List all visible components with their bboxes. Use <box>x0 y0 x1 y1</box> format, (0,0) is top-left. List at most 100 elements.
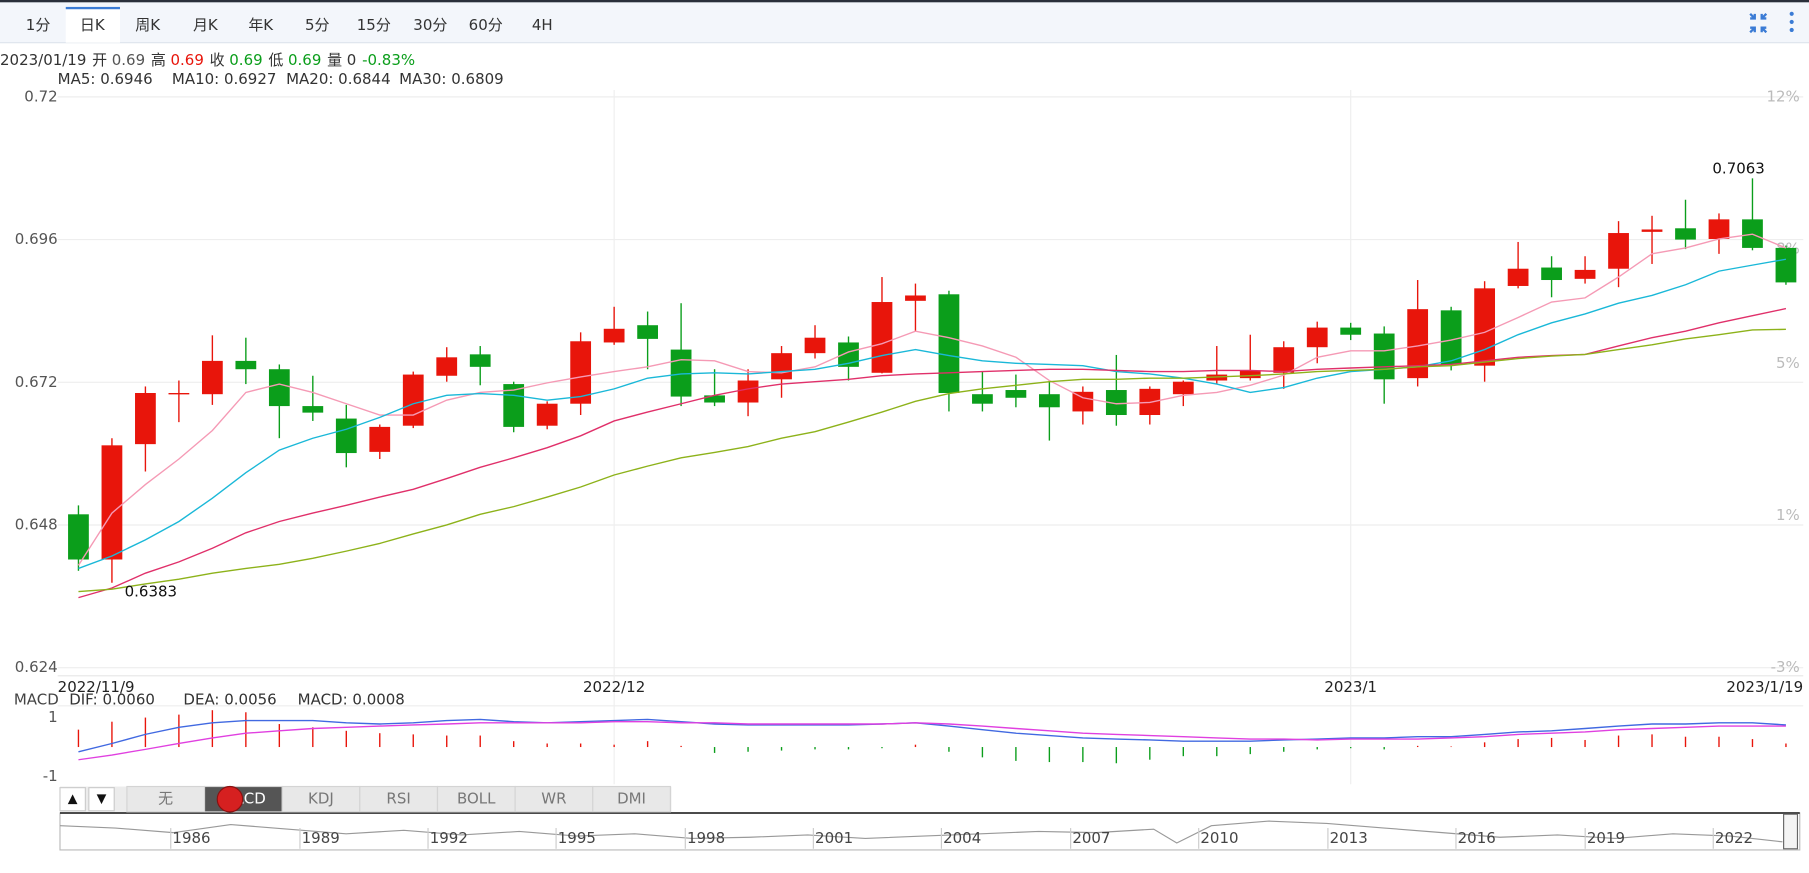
candle-body <box>1172 381 1194 395</box>
menu-icon[interactable] <box>1789 11 1794 33</box>
field-label: 开 <box>92 50 107 68</box>
y2-tick-label: 12% <box>1766 87 1799 105</box>
macd-line <box>78 718 1786 753</box>
timeframe-tab[interactable]: 1分 <box>26 16 51 34</box>
indicator-tab-label[interactable]: DMI <box>617 790 646 808</box>
candle-body <box>1507 268 1529 286</box>
candle-body <box>972 394 993 404</box>
y-tick-label: 0.624 <box>15 658 58 676</box>
indicator-tab[interactable] <box>281 785 361 813</box>
candle-body <box>1641 229 1663 232</box>
arrow-button[interactable] <box>88 787 115 812</box>
candle-body <box>335 418 357 454</box>
candle-body <box>436 357 458 376</box>
timeframe-tab[interactable]: 日K <box>80 16 106 34</box>
candle-body <box>1239 370 1261 379</box>
candle-body <box>1038 394 1060 408</box>
arrow-button[interactable] <box>59 787 86 812</box>
navigator <box>59 812 1801 851</box>
candle-body <box>369 426 391 452</box>
y-tick-label: -1 <box>43 767 58 785</box>
candle-body <box>135 393 156 445</box>
candle-body <box>536 403 558 426</box>
timeframe-tab[interactable]: 周K <box>135 16 161 34</box>
timeframe-tab[interactable]: 5分 <box>305 16 330 34</box>
candle-body <box>235 360 257 370</box>
active-tab-marker <box>65 6 120 10</box>
candle-body <box>804 337 826 354</box>
panel-title: MACD <box>14 691 59 709</box>
year-label: 2019 <box>1587 829 1625 847</box>
ma-line <box>78 258 1787 570</box>
candle-body <box>1708 219 1730 239</box>
y-tick-label: 1 <box>48 708 58 726</box>
timeframe-tab[interactable]: 月K <box>193 16 219 34</box>
candle-body <box>68 514 89 560</box>
timeframe-tab[interactable]: 15分 <box>357 16 391 34</box>
candle-body <box>838 342 859 367</box>
legend-entry: MA5: 0.6946 <box>58 70 153 88</box>
field-value: 0.69 <box>288 50 321 68</box>
indicator-tab[interactable] <box>592 785 671 813</box>
navigator-handle[interactable] <box>1783 813 1799 850</box>
candle-body <box>1407 309 1429 379</box>
legend-entry: DIF: 0.0060 <box>69 691 155 709</box>
year-label: 1986 <box>172 829 210 847</box>
candle-body <box>771 353 792 380</box>
year-label: 2007 <box>1072 829 1110 847</box>
year-label: 1995 <box>558 829 596 847</box>
y-tick-label: 0.648 <box>15 516 58 534</box>
change: -0.83% <box>362 50 415 68</box>
candle-body <box>1273 347 1295 373</box>
arrow-label[interactable]: ▼ <box>97 791 107 806</box>
y2-tick-label: -3% <box>1771 658 1800 676</box>
timeframe-tab[interactable]: 4H <box>532 16 553 34</box>
indicator-tab[interactable] <box>126 785 206 813</box>
active-tab <box>65 6 120 43</box>
indicator-tab-label[interactable]: KDJ <box>308 790 334 808</box>
year-label: 1989 <box>302 829 340 847</box>
date: 2023/01/19 <box>0 50 86 68</box>
indicator-tab-label[interactable]: RSI <box>386 790 410 808</box>
legend-entry: MACD: 0.0008 <box>298 691 405 709</box>
year-label: 2022 <box>1715 829 1753 847</box>
legend-entry: MA10: 0.6927 <box>172 70 277 88</box>
indicator-tab-label[interactable]: WR <box>541 790 566 808</box>
field-label: 低 <box>268 50 283 68</box>
candle-body <box>637 325 659 339</box>
candle-body <box>938 294 960 394</box>
timeframe-tab[interactable]: 60分 <box>469 16 503 34</box>
field-value: 0.69 <box>229 50 262 68</box>
y-tick-label: 0.696 <box>15 230 58 248</box>
year-label: 2016 <box>1458 829 1496 847</box>
candle-body <box>101 445 123 560</box>
arrow-label[interactable]: ▲ <box>68 791 78 806</box>
y2-tick-label: 1% <box>1776 506 1800 524</box>
year-label: 2001 <box>815 829 853 847</box>
candle-body <box>1474 288 1496 366</box>
timeframe-tab[interactable]: 年K <box>248 16 274 34</box>
candle-body <box>1340 327 1362 335</box>
indicator-tab-label[interactable]: 无 <box>158 790 173 808</box>
x-tick-label: 2023/1 <box>1324 678 1377 696</box>
candle-body <box>1306 327 1328 348</box>
legend-entry: MA20: 0.6844 <box>286 70 391 88</box>
indicator-tab[interactable] <box>359 785 439 813</box>
ma-line <box>77 233 1787 566</box>
candle-body <box>603 328 625 343</box>
field-label: 高 <box>151 50 166 68</box>
x-tick-label: 2022/12 <box>583 678 645 696</box>
candle-body <box>201 360 223 395</box>
candle-body <box>871 302 893 373</box>
candle-body <box>168 393 190 395</box>
navigator-line <box>59 820 1783 844</box>
x-tick-label: 2022/11/9 <box>58 678 135 696</box>
field-value: 0.69 <box>112 50 145 68</box>
toolbar <box>0 0 1809 43</box>
year-label: 2013 <box>1330 829 1368 847</box>
fullscreen-icon[interactable] <box>1749 13 1768 34</box>
candle-body <box>737 380 759 403</box>
indicator-tab-label[interactable]: BOLL <box>457 790 496 808</box>
timeframe-tab[interactable]: 30分 <box>413 16 447 34</box>
